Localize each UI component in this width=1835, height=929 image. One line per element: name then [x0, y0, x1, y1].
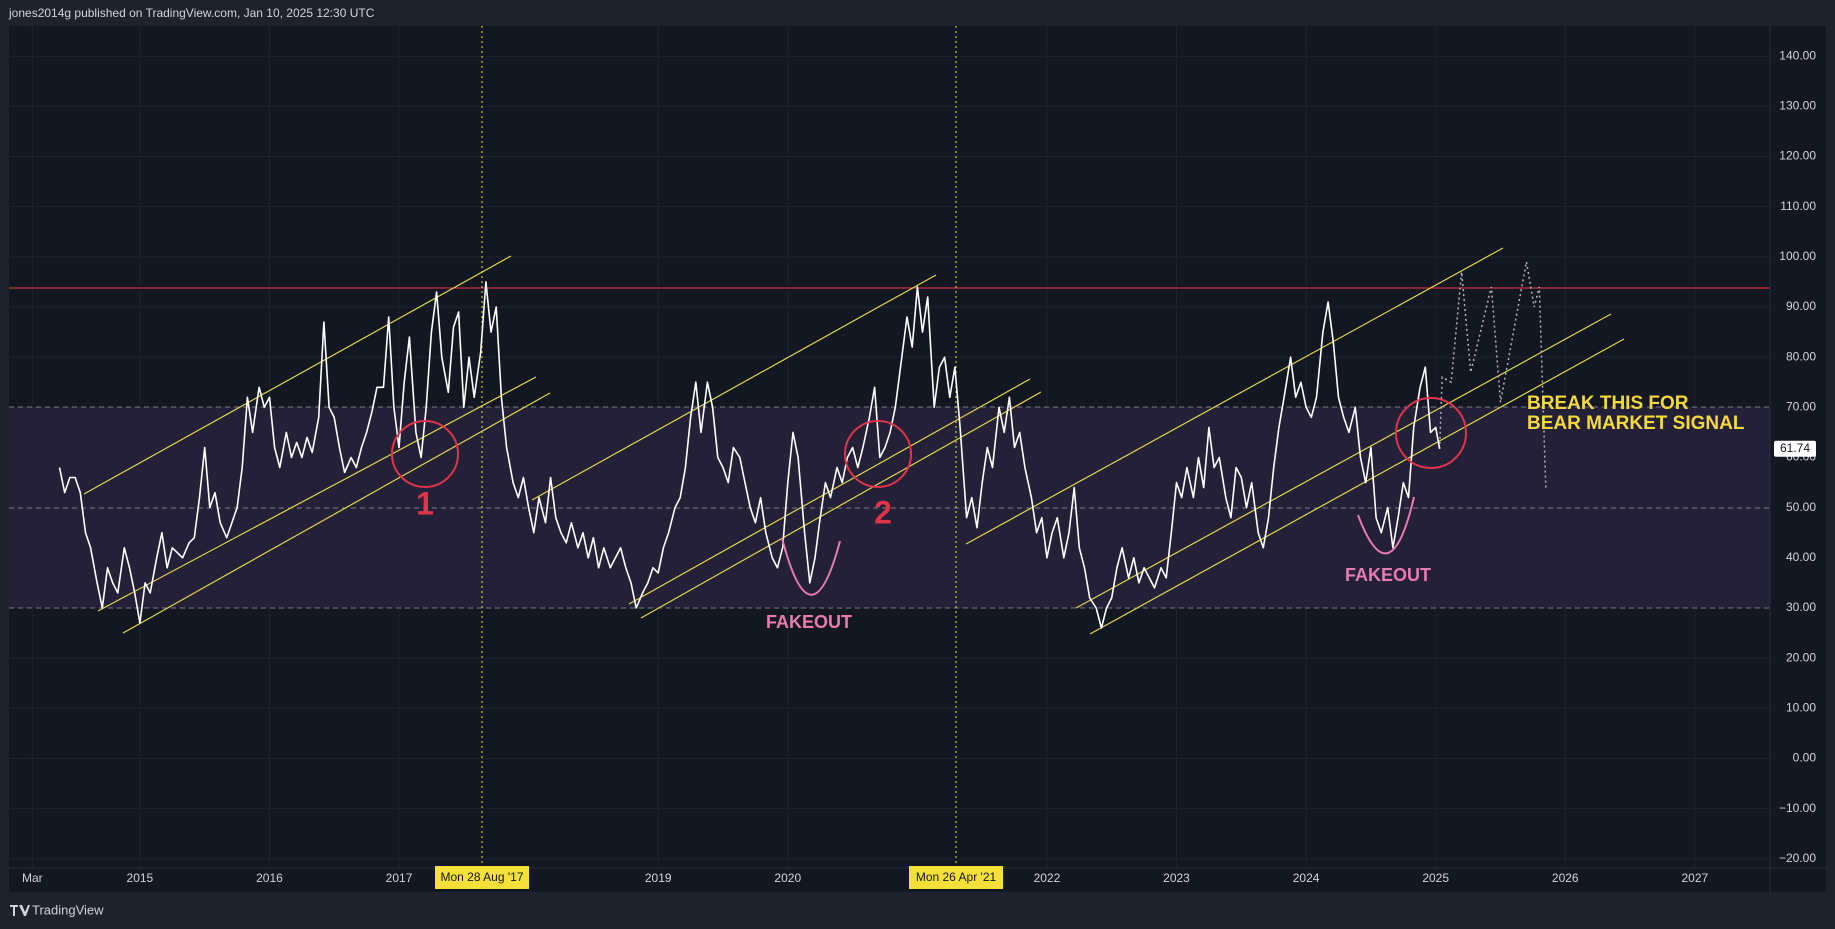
y-tick-label: −10.00: [1779, 801, 1816, 815]
y-tick-label: 80.00: [1786, 349, 1816, 363]
channel-line: [1089, 338, 1625, 635]
last-value-label: 61.74: [1780, 441, 1810, 455]
y-tick-label: 70.00: [1786, 399, 1816, 413]
channel-line: [83, 255, 512, 495]
channels: [83, 247, 1625, 635]
brand: TradingView: [32, 902, 104, 917]
y-tick-label: 100.00: [1779, 249, 1816, 263]
channel-line: [1075, 313, 1612, 609]
highlight-circle: [391, 420, 459, 488]
series-layer: [58, 261, 1547, 629]
crosshair-label-box: [435, 866, 529, 889]
y-tick-label: 140.00: [1779, 48, 1816, 62]
projection-line: [1438, 261, 1547, 488]
annotation: BREAK THIS FOR: [1527, 393, 1689, 414]
fakeout-arc: [1357, 496, 1415, 555]
x-tick-label: 2026: [1552, 871, 1579, 885]
header: jones2014g published on TradingView.com,…: [8, 6, 375, 20]
x-tick-label: 2017: [386, 871, 413, 885]
x-tick-label: 2023: [1163, 871, 1190, 885]
x-tick-label: 2015: [127, 871, 154, 885]
y-tick-label: 90.00: [1786, 299, 1816, 313]
channel-line: [640, 391, 1042, 619]
crosshair-label: Mon 28 Aug '17: [440, 870, 523, 884]
x-tick-label: 2016: [256, 871, 283, 885]
y-tick-label: 40.00: [1786, 550, 1816, 564]
annotation: FAKEOUT: [1345, 565, 1431, 585]
y-tick-label: 50.00: [1786, 500, 1816, 514]
annotation: FAKEOUT: [766, 612, 852, 632]
x-tick-label: 2024: [1293, 871, 1320, 885]
axes: 140.00130.00120.00110.00100.0090.0080.00…: [22, 48, 1816, 885]
highlight-circle: [1395, 397, 1467, 469]
y-tick-label: 120.00: [1779, 149, 1816, 163]
y-tick-label: 10.00: [1786, 700, 1816, 714]
highlight-circle: [844, 420, 912, 488]
y-tick-label: 30.00: [1786, 600, 1816, 614]
x-tick-label: 2027: [1681, 871, 1708, 885]
x-tick-label: 2020: [774, 871, 801, 885]
y-tick-label: 20.00: [1786, 650, 1816, 664]
annotation: 1: [416, 485, 434, 521]
x-tick-label: Mar: [22, 871, 43, 885]
y-tick-label: 0.00: [1793, 751, 1817, 765]
crosshair-label: Mon 26 Apr '21: [916, 870, 997, 884]
fakeout-arc: [781, 537, 841, 596]
channel-line: [122, 392, 551, 634]
channel-line: [97, 376, 537, 612]
x-tick-label: 2019: [645, 871, 672, 885]
crosshair-label-box: [909, 866, 1003, 889]
x-tick-label: 2025: [1422, 871, 1449, 885]
annotation: BEAR MARKET SIGNAL: [1527, 413, 1745, 434]
last-value-box: [1774, 440, 1816, 457]
channel-line: [965, 247, 1504, 545]
x-tick-label: 2022: [1034, 871, 1061, 885]
annotation: 2: [874, 494, 892, 530]
channel-line: [531, 274, 937, 501]
y-tick-label: 110.00: [1780, 199, 1816, 213]
rsi-line: [58, 281, 1441, 629]
brand-logo: [10, 905, 30, 916]
channel-line: [628, 378, 1031, 605]
y-tick-label: 130.00: [1779, 99, 1816, 113]
y-tick-label: −20.00: [1779, 851, 1816, 865]
